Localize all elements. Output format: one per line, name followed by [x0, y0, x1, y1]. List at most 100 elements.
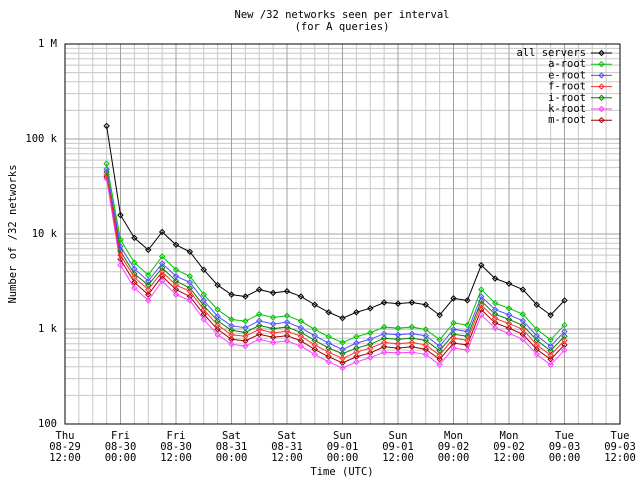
point: [339, 350, 346, 357]
legend-label: e-root: [548, 69, 586, 81]
point: [283, 327, 291, 335]
point: [269, 333, 277, 341]
point: [214, 326, 221, 333]
point: [297, 324, 305, 331]
x-axis-label: Time (UTC): [310, 466, 373, 478]
point: [172, 277, 180, 285]
point: [297, 293, 305, 300]
point: [380, 339, 388, 346]
point: [339, 346, 346, 353]
point: [464, 346, 471, 354]
point: [533, 301, 540, 308]
point: [394, 349, 402, 357]
x-tick-label: Sun 09-01 12:00: [382, 430, 414, 464]
point: [103, 122, 110, 130]
point: [436, 356, 443, 363]
point: [256, 336, 263, 343]
point: [311, 346, 318, 353]
point: [436, 347, 443, 354]
point: [367, 329, 374, 337]
point: [214, 281, 221, 289]
point: [131, 274, 138, 281]
point: [339, 339, 346, 346]
point: [408, 323, 416, 331]
point: [117, 261, 124, 269]
series-line: [106, 125, 565, 319]
point: [117, 236, 124, 243]
point: [172, 272, 180, 280]
point: [505, 280, 513, 287]
series-line: [106, 174, 565, 359]
legend-label: a-root: [548, 58, 586, 70]
point: [158, 228, 166, 236]
point: [158, 260, 166, 267]
point: [214, 321, 221, 329]
point: [353, 344, 360, 352]
plot-frame: [64, 43, 621, 425]
point: [547, 351, 554, 359]
point: [380, 323, 388, 331]
point: [242, 332, 249, 340]
point: [214, 317, 221, 325]
point: [186, 297, 194, 304]
point: [505, 320, 513, 327]
point: [505, 316, 513, 323]
point: [519, 311, 527, 318]
point: [478, 286, 485, 293]
point: [228, 316, 235, 323]
point: [561, 341, 568, 349]
point: [242, 324, 249, 331]
point: [242, 317, 249, 325]
legend-point: [598, 105, 605, 113]
point: [103, 160, 110, 167]
point: [478, 293, 485, 300]
point: [394, 324, 402, 332]
series-line: [106, 169, 565, 350]
point: [172, 266, 180, 273]
point: [380, 343, 388, 350]
point: [561, 332, 568, 340]
point: [283, 312, 291, 319]
point: [533, 346, 540, 353]
y-tick-label: 1 k: [38, 323, 58, 335]
legend-label: all servers: [516, 47, 586, 59]
point: [103, 166, 110, 173]
point: [325, 358, 332, 366]
series-line: [106, 178, 565, 369]
point: [297, 332, 305, 340]
x-tick-label: Mon 09-02 00:00: [438, 430, 470, 464]
point: [214, 306, 221, 313]
point: [228, 291, 235, 298]
point: [491, 299, 499, 307]
point: [158, 277, 166, 285]
point: [353, 339, 360, 347]
y-tick-label: 100 k: [25, 133, 57, 145]
point: [353, 348, 360, 356]
point: [422, 301, 429, 308]
point: [256, 311, 263, 318]
point: [269, 325, 277, 332]
point: [145, 277, 152, 285]
point: [339, 355, 346, 362]
point: [145, 291, 152, 298]
point: [339, 359, 346, 367]
point: [145, 297, 152, 304]
point: [505, 330, 513, 337]
point: [325, 344, 332, 352]
point: [478, 311, 485, 319]
y-tick-label: 10 k: [32, 228, 58, 240]
x-tick-label: Thu 08-29 12:00: [49, 430, 81, 464]
series-line: [106, 176, 565, 364]
legend-point: [598, 83, 605, 90]
point: [367, 354, 374, 361]
point: [533, 326, 540, 333]
point: [519, 336, 527, 343]
point: [533, 332, 540, 339]
legend-point: [598, 49, 605, 57]
point: [561, 297, 568, 304]
point: [228, 327, 235, 334]
legend-point: [598, 116, 605, 124]
point: [186, 272, 194, 280]
point: [464, 337, 471, 344]
x-tick-label: Fri 08-30 12:00: [160, 430, 192, 464]
